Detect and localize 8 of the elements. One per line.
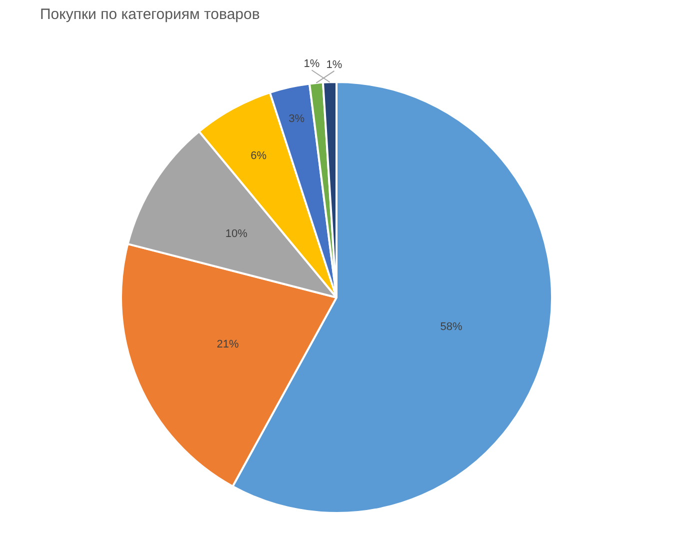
data-label: 6% [250, 150, 267, 162]
chart-title: Покупки по категориям товаров [40, 6, 260, 23]
data-label: 58% [440, 321, 463, 334]
data-label: 1% [326, 58, 342, 71]
data-label: 21% [216, 338, 239, 351]
data-label: 10% [225, 228, 248, 240]
data-label: 3% [288, 112, 305, 125]
data-label: 1% [304, 58, 320, 70]
